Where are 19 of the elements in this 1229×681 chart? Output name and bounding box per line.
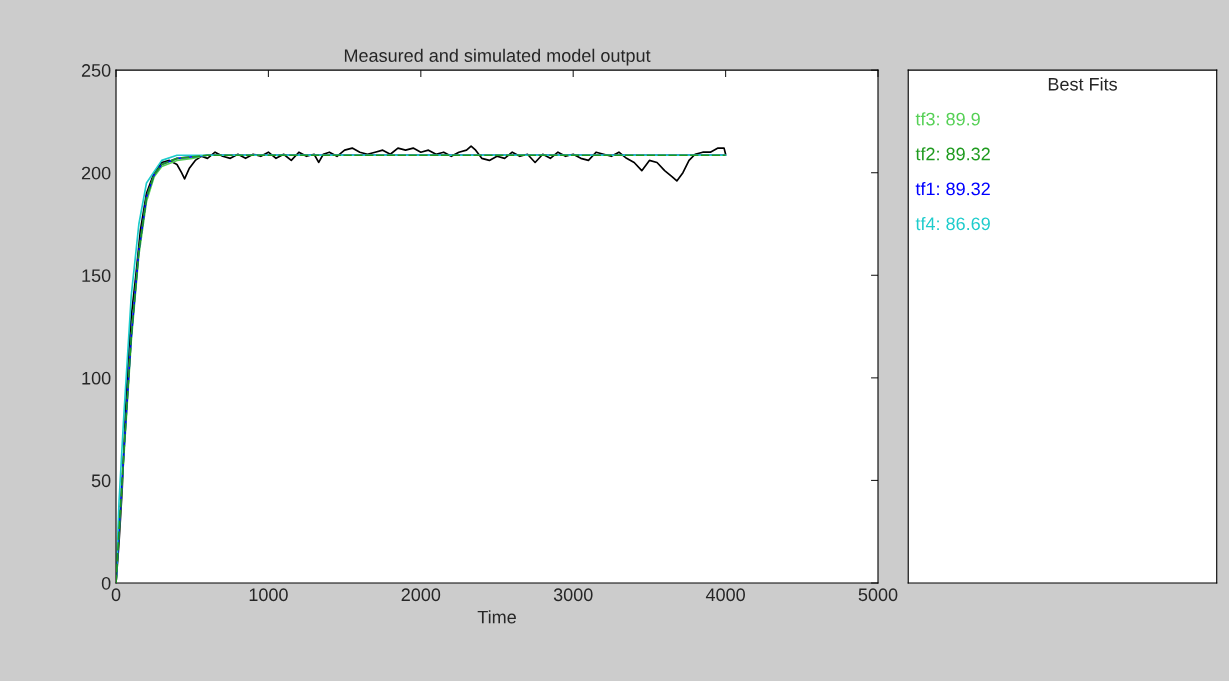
x-tick-label: 4000 [705, 588, 745, 602]
x-tick-label: 1000 [249, 588, 288, 602]
y-tick-label: 150 [82, 269, 111, 283]
x-axis-title: Time [477, 610, 516, 624]
text: tf3: 89.9 [915, 112, 980, 126]
x-tick-label: 2000 [401, 588, 441, 602]
y-tick-label: 50 [91, 474, 111, 488]
y-tick-label: 200 [81, 166, 111, 180]
text: tf1: 89.32 [915, 182, 990, 196]
y-tick-label: 100 [82, 371, 111, 385]
text: tf2: 89.32 [915, 147, 990, 161]
x-tick-label: 0 [111, 588, 121, 602]
x-tick-label: 3000 [553, 588, 593, 602]
x-tick-label: 5000 [858, 588, 898, 602]
y-tick-label: 250 [81, 64, 111, 77]
legend-title: Best Fits [1048, 77, 1117, 91]
text: tf4: 86.69 [915, 216, 990, 231]
y-tick-label: 0 [101, 576, 111, 590]
chart-title: Measured and simulated model output [344, 48, 651, 66]
